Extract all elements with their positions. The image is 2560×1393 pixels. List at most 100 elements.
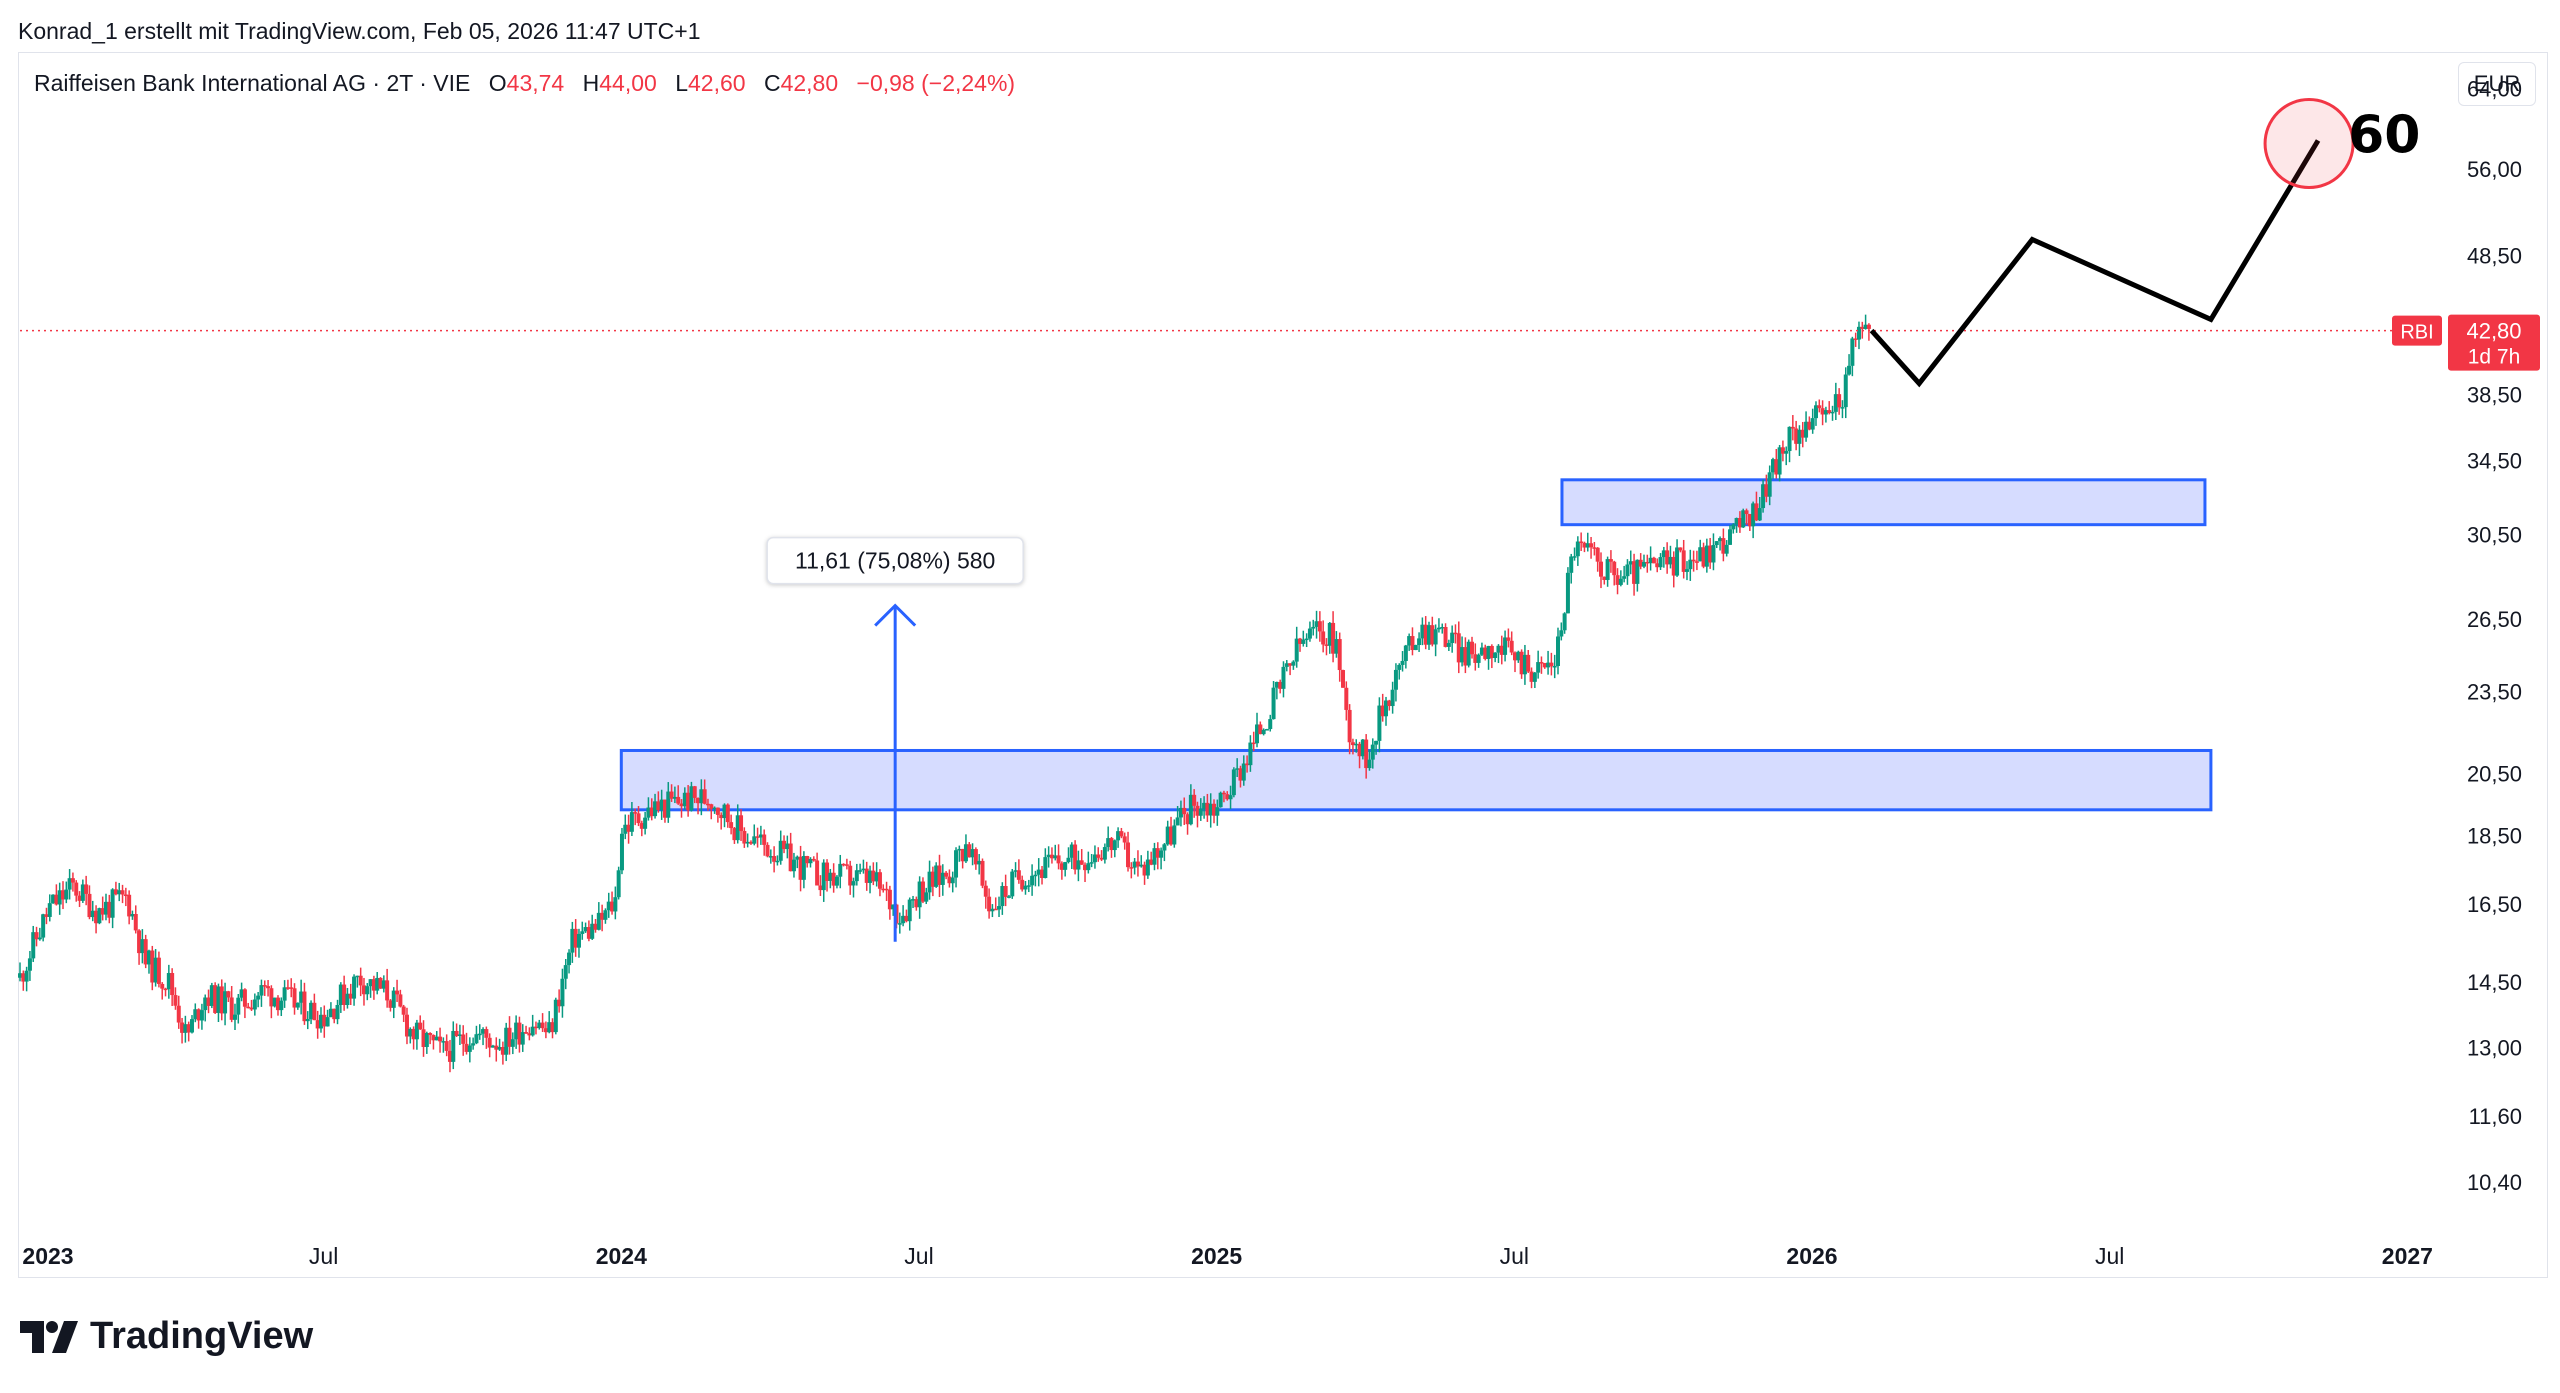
tradingview-logo[interactable]: TradingView <box>20 1315 313 1358</box>
candle-body <box>209 985 214 1006</box>
candle-body <box>206 997 211 1006</box>
candle-body <box>318 1014 323 1029</box>
candle-body <box>768 856 773 858</box>
candle-body <box>279 1000 284 1011</box>
candle-body <box>1496 645 1501 653</box>
candle-body <box>851 881 856 886</box>
candle-body <box>242 989 247 1007</box>
candle-body <box>1641 561 1646 567</box>
candle-body <box>514 1022 519 1040</box>
candle-body <box>447 1050 452 1062</box>
candle-body <box>623 824 628 834</box>
candle-body <box>378 977 383 989</box>
price-axis-tick: 20,50 <box>2467 762 2522 787</box>
candle-body <box>1241 763 1246 781</box>
candle-body <box>1255 724 1260 744</box>
candle-body <box>606 901 611 911</box>
candle-body <box>1258 724 1263 735</box>
candle-body <box>550 1022 555 1033</box>
candle-body <box>47 903 52 917</box>
candle-body <box>993 908 998 911</box>
candle-body <box>401 1006 406 1015</box>
candle-body <box>1757 508 1762 521</box>
candle-body <box>368 979 373 987</box>
legend-symbol[interactable]: Raiffeisen Bank International AG · 2T · … <box>34 70 471 96</box>
candle-body <box>1245 763 1250 766</box>
candle-body <box>1063 862 1068 870</box>
candle-body <box>256 995 261 1000</box>
candle-body <box>127 894 132 917</box>
candle-body <box>487 1037 492 1048</box>
candle-body <box>1608 559 1613 562</box>
target-circle <box>2263 98 2355 190</box>
candle-body <box>1142 864 1147 876</box>
candle-body <box>431 1034 436 1041</box>
currency-button[interactable]: EUR <box>2458 62 2536 106</box>
legend-open-label: O <box>488 70 507 96</box>
candle-body <box>1509 640 1514 653</box>
candle-body <box>722 804 727 819</box>
candle-body <box>848 865 853 886</box>
candle-body <box>1069 844 1074 858</box>
candle-body <box>1519 651 1524 675</box>
candle-body <box>732 828 737 841</box>
candle-body <box>150 950 155 983</box>
candle-body <box>1727 529 1732 545</box>
candle-body <box>1446 643 1451 647</box>
candle-body <box>31 932 36 959</box>
candle-body <box>411 1028 416 1040</box>
candle-body <box>1552 665 1557 668</box>
candle-body <box>1155 848 1160 858</box>
candle-body <box>1833 394 1838 412</box>
candle-body <box>289 987 294 989</box>
candle-body <box>1744 510 1749 515</box>
candle-body <box>1040 869 1045 878</box>
candle-body <box>1139 864 1144 867</box>
candle-body <box>391 990 396 1008</box>
ticker-badge-label: RBI <box>2400 322 2433 344</box>
candle-body <box>1334 639 1339 654</box>
chart-credit: Konrad_1 erstellt mit TradingView.com, F… <box>18 18 701 44</box>
candle-body <box>481 1029 486 1034</box>
candle-body <box>21 973 26 982</box>
candle-body <box>90 910 95 918</box>
candle-body <box>1013 870 1018 872</box>
candle-body <box>646 807 651 818</box>
candle-body <box>1800 429 1805 438</box>
candle-body <box>64 889 69 900</box>
candle-body <box>1612 561 1617 576</box>
candle-body <box>686 792 691 811</box>
candle-body <box>421 1029 426 1047</box>
candle-body <box>1483 647 1488 659</box>
candle-body <box>1228 795 1233 800</box>
candle-body <box>497 1047 502 1050</box>
candle-body <box>1823 410 1828 415</box>
candle-body <box>1126 842 1131 868</box>
candle-body <box>610 901 615 912</box>
candle-body <box>1102 847 1107 860</box>
candle-body <box>1145 859 1150 876</box>
candle-body <box>950 877 955 884</box>
candle-body <box>454 1030 459 1036</box>
candle-body <box>1314 621 1319 627</box>
candle-body <box>1704 545 1709 567</box>
candle-body <box>911 899 916 901</box>
tradingview-wordmark: TradingView <box>90 1315 314 1357</box>
candle-body <box>828 872 833 881</box>
candle-body <box>778 840 783 861</box>
candle-body <box>196 1009 201 1021</box>
candle-body <box>772 856 777 862</box>
candle-body <box>1380 705 1385 717</box>
candle-body <box>54 894 59 905</box>
candle-body <box>1192 794 1197 806</box>
candle-body <box>1400 660 1405 665</box>
candle-body <box>752 836 757 844</box>
candle-body <box>808 858 813 864</box>
candle-body <box>1708 545 1713 563</box>
candle-body <box>626 824 631 832</box>
target-label: 60 <box>2348 106 2420 166</box>
candle-body <box>537 1022 542 1028</box>
candle-body <box>1843 374 1848 408</box>
candle-body <box>500 1047 505 1055</box>
